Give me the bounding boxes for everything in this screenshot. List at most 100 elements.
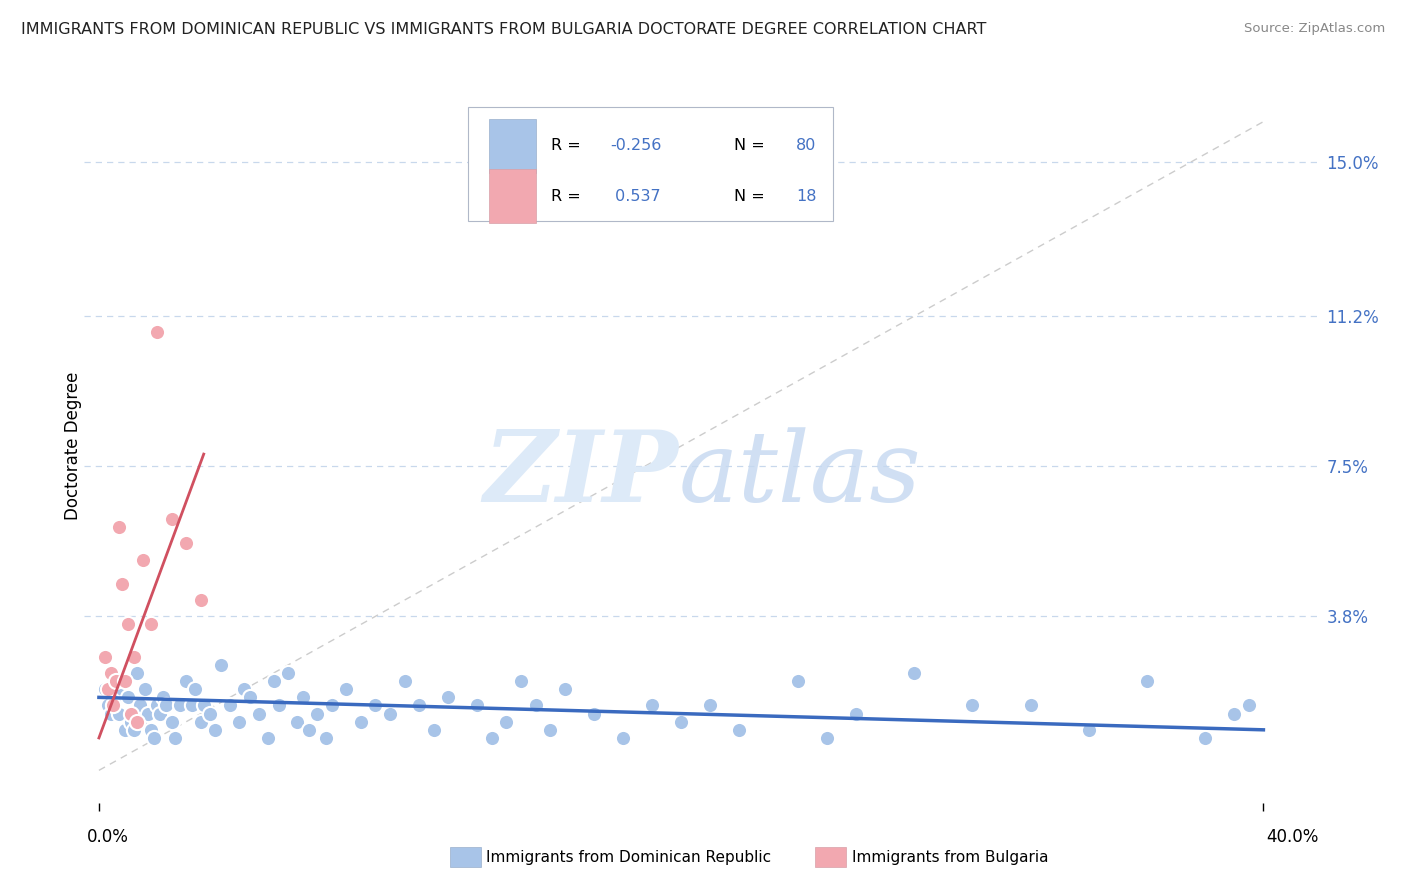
Point — [247, 706, 270, 721]
Point — [228, 714, 250, 729]
Text: N =: N = — [734, 138, 770, 153]
Point — [111, 577, 134, 591]
Point — [699, 698, 721, 713]
Point — [190, 593, 212, 607]
Point — [277, 666, 299, 681]
Point — [134, 682, 156, 697]
Point — [149, 706, 172, 721]
Point — [181, 698, 204, 713]
Point — [582, 706, 605, 721]
Point — [146, 698, 169, 713]
Point — [378, 706, 401, 721]
Point — [786, 674, 808, 689]
Point — [845, 706, 868, 721]
Text: N =: N = — [734, 189, 770, 203]
Text: R =: R = — [551, 138, 586, 153]
Point — [422, 723, 444, 737]
Text: atlas: atlas — [678, 427, 921, 522]
Point — [193, 698, 215, 713]
Point — [97, 682, 120, 697]
Point — [141, 723, 163, 737]
Point — [321, 698, 343, 713]
Point — [122, 649, 145, 664]
Point — [103, 698, 125, 713]
Point — [1136, 674, 1159, 689]
Point — [97, 698, 120, 713]
Point — [256, 731, 278, 745]
Point — [269, 698, 291, 713]
Point — [524, 698, 547, 713]
Point — [364, 698, 387, 713]
Point — [108, 706, 131, 721]
Point — [160, 512, 183, 526]
Text: 80: 80 — [796, 138, 815, 153]
Point — [125, 714, 148, 729]
Point — [93, 682, 115, 697]
Point — [307, 706, 329, 721]
Point — [291, 690, 314, 705]
Point — [1237, 698, 1260, 713]
Point — [120, 706, 142, 721]
Text: 0.0%: 0.0% — [87, 828, 129, 846]
Point — [1019, 698, 1042, 713]
Point — [146, 326, 169, 340]
Text: 18: 18 — [796, 189, 817, 203]
Point — [152, 690, 174, 705]
Point — [641, 698, 664, 713]
Point — [263, 674, 285, 689]
Point — [219, 698, 242, 713]
Point — [408, 698, 430, 713]
Point — [315, 731, 337, 745]
Point — [120, 714, 142, 729]
Point — [100, 706, 122, 721]
FancyBboxPatch shape — [468, 107, 832, 221]
Point — [100, 666, 122, 681]
Text: 0.537: 0.537 — [610, 189, 661, 203]
Point — [93, 649, 115, 664]
Point — [131, 552, 153, 566]
Point — [160, 714, 183, 729]
Point — [297, 723, 319, 737]
Point — [163, 731, 186, 745]
Point — [114, 674, 136, 689]
Point — [1077, 723, 1099, 737]
Point — [903, 666, 925, 681]
Text: Immigrants from Bulgaria: Immigrants from Bulgaria — [852, 850, 1049, 864]
Point — [350, 714, 373, 729]
Point — [239, 690, 262, 705]
Point — [174, 536, 197, 550]
Point — [143, 731, 166, 745]
Text: IMMIGRANTS FROM DOMINICAN REPUBLIC VS IMMIGRANTS FROM BULGARIA DOCTORATE DEGREE : IMMIGRANTS FROM DOMINICAN REPUBLIC VS IM… — [21, 22, 987, 37]
Text: R =: R = — [551, 189, 586, 203]
Point — [117, 690, 139, 705]
FancyBboxPatch shape — [489, 120, 536, 173]
Point — [510, 674, 533, 689]
Point — [209, 657, 232, 672]
Point — [198, 706, 221, 721]
Point — [233, 682, 256, 697]
Point — [437, 690, 460, 705]
Point — [184, 682, 207, 697]
Point — [204, 723, 226, 737]
FancyBboxPatch shape — [489, 169, 536, 223]
Point — [554, 682, 576, 697]
Point — [335, 682, 357, 697]
Point — [111, 682, 134, 697]
Point — [728, 723, 751, 737]
Point — [114, 723, 136, 737]
Point — [105, 690, 128, 705]
Point — [155, 698, 177, 713]
Text: 40.0%: 40.0% — [1267, 828, 1319, 846]
Text: -0.256: -0.256 — [610, 138, 662, 153]
Point — [467, 698, 489, 713]
Text: Source: ZipAtlas.com: Source: ZipAtlas.com — [1244, 22, 1385, 36]
Point — [495, 714, 517, 729]
Point — [174, 674, 197, 689]
Point — [141, 617, 163, 632]
Point — [105, 674, 128, 689]
Point — [1194, 731, 1216, 745]
Point — [138, 706, 160, 721]
Point — [962, 698, 984, 713]
Point — [481, 731, 503, 745]
Point — [612, 731, 634, 745]
